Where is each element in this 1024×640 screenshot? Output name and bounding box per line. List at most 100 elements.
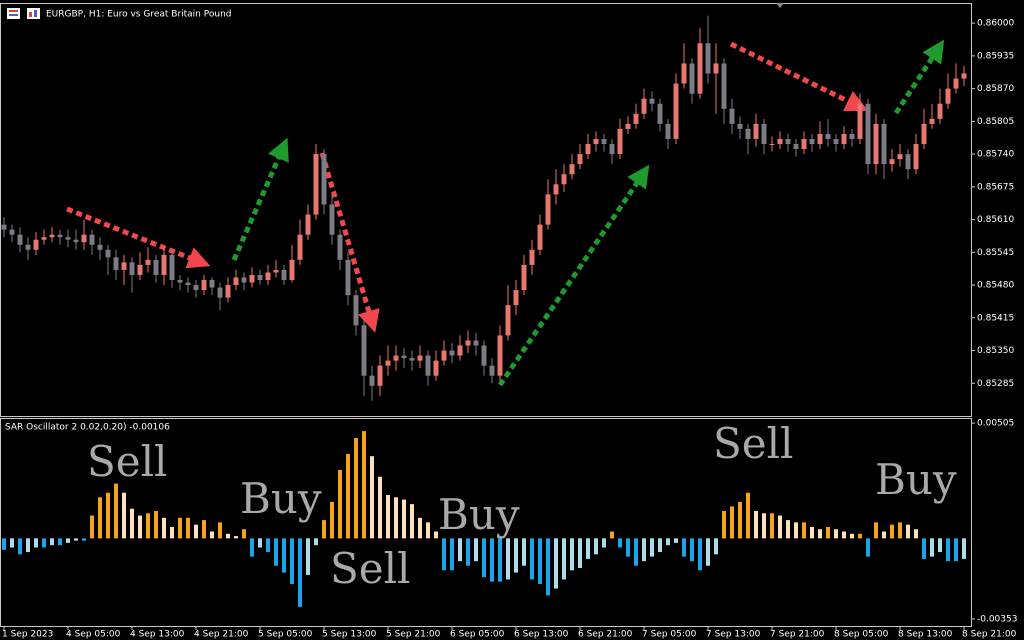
- oscillator-bar: [458, 538, 462, 562]
- candle-body: [409, 358, 415, 361]
- oscillator-bar: [794, 522, 798, 539]
- x-tick-label: 5 Sep 13:00: [322, 630, 377, 640]
- candle-body: [313, 154, 319, 215]
- oscillator-bar: [34, 538, 38, 548]
- trend-arrow: [66, 206, 211, 269]
- oscillator-bar: [114, 483, 118, 539]
- candle-body: [49, 234, 55, 238]
- candle-body: [281, 269, 287, 281]
- oscillator-bar: [98, 497, 102, 539]
- candle-body: [569, 164, 575, 175]
- y-tick-label: -0.00353: [977, 614, 1017, 624]
- oscillator-bar: [770, 513, 774, 539]
- candle-body: [377, 365, 383, 386]
- toolbar-icons: [7, 8, 40, 19]
- candle-body: [265, 272, 271, 281]
- oscillator-bar: [562, 538, 566, 580]
- oscillator-bar: [266, 538, 270, 553]
- x-tick-label: 8 Sep 05:00: [834, 630, 889, 640]
- candle-body: [465, 340, 471, 346]
- x-tick-label: 7 Sep 13:00: [706, 630, 761, 640]
- candle-body: [897, 154, 903, 160]
- x-tick-label: 1 Sep 2023: [2, 630, 53, 640]
- oscillator-bar: [106, 492, 110, 539]
- candle-body: [745, 128, 751, 139]
- candle-body: [289, 259, 295, 281]
- candle-body: [361, 325, 367, 376]
- oscillator-bar: [410, 504, 414, 539]
- icon-detail: [9, 10, 18, 12]
- oscillator-bar: [634, 538, 638, 566]
- oscillator-bar: [506, 538, 510, 580]
- icon-detail: [34, 10, 37, 17]
- y-tick-label: 0.85935: [977, 51, 1014, 61]
- candle-body: [329, 204, 335, 235]
- oscillator-bar: [466, 538, 470, 566]
- candle-body: [673, 83, 679, 139]
- candle-body: [185, 282, 191, 286]
- oscillator-bar: [914, 529, 918, 539]
- candle-body: [217, 287, 223, 298]
- candle-body: [657, 103, 663, 124]
- candle-body: [33, 239, 39, 250]
- oscillator-bar: [666, 538, 670, 546]
- candle-body: [81, 234, 87, 243]
- y-tick-label: 0.85805: [977, 117, 1014, 127]
- candle-body: [841, 133, 847, 145]
- candle-body: [17, 234, 23, 245]
- candle-body: [121, 262, 127, 270]
- candle-body: [369, 375, 375, 386]
- icon: [7, 8, 20, 19]
- candle-body: [201, 280, 207, 291]
- oscillator-bar: [370, 456, 374, 539]
- oscillator-bar: [906, 524, 910, 539]
- oscillator-bar: [26, 538, 30, 553]
- oscillator-bar: [650, 538, 654, 557]
- candle-body: [145, 259, 151, 265]
- oscillator-bar: [618, 538, 622, 548]
- oscillator-bar: [706, 538, 710, 566]
- candle-body: [225, 285, 231, 298]
- oscillator-bar: [426, 522, 430, 539]
- candle-body: [913, 144, 919, 170]
- oscillator-bar: [842, 531, 846, 539]
- candle-body: [561, 174, 567, 185]
- candle-body: [961, 73, 967, 79]
- oscillator-bar: [898, 522, 902, 539]
- oscillator-bar: [738, 501, 742, 539]
- signal-label: Sell: [87, 437, 168, 486]
- oscillator-bar: [858, 533, 862, 539]
- candle-body: [233, 277, 239, 286]
- oscillator-bar: [826, 526, 830, 539]
- oscillator-bar: [386, 494, 390, 539]
- oscillator-bar: [570, 538, 574, 571]
- candle-body: [937, 103, 943, 119]
- oscillator-bar: [698, 538, 702, 571]
- x-tick-label: 5 Sep 05:00: [258, 630, 313, 640]
- oscillator-bar: [10, 538, 14, 548]
- oscillator-bar: [362, 431, 366, 539]
- oscillator-bar: [74, 538, 78, 541]
- y-tick-label: 0.85350: [977, 346, 1014, 356]
- candle-body: [585, 144, 591, 155]
- candle-body: [601, 138, 607, 145]
- oscillator-bar: [834, 529, 838, 539]
- oscillator-bar: [18, 538, 22, 555]
- candle-body: [817, 133, 823, 145]
- candle-body: [249, 274, 255, 283]
- candle-body: [665, 123, 671, 139]
- candle-body: [737, 123, 743, 129]
- x-tick-label: 5 Sep 21:00: [386, 630, 441, 640]
- price-panel-frame: [0, 3, 972, 417]
- oscillator-bar: [490, 538, 494, 582]
- candle-body: [865, 103, 871, 165]
- candle-body: [537, 224, 543, 250]
- x-tick-label: 8 Sep 21:00: [962, 630, 1017, 640]
- candle-body: [457, 345, 463, 356]
- oscillator-bar: [498, 538, 502, 582]
- oscillator-bar: [210, 531, 214, 539]
- candle-body: [761, 123, 767, 145]
- candle-body: [521, 264, 527, 291]
- oscillator-bar: [642, 538, 646, 562]
